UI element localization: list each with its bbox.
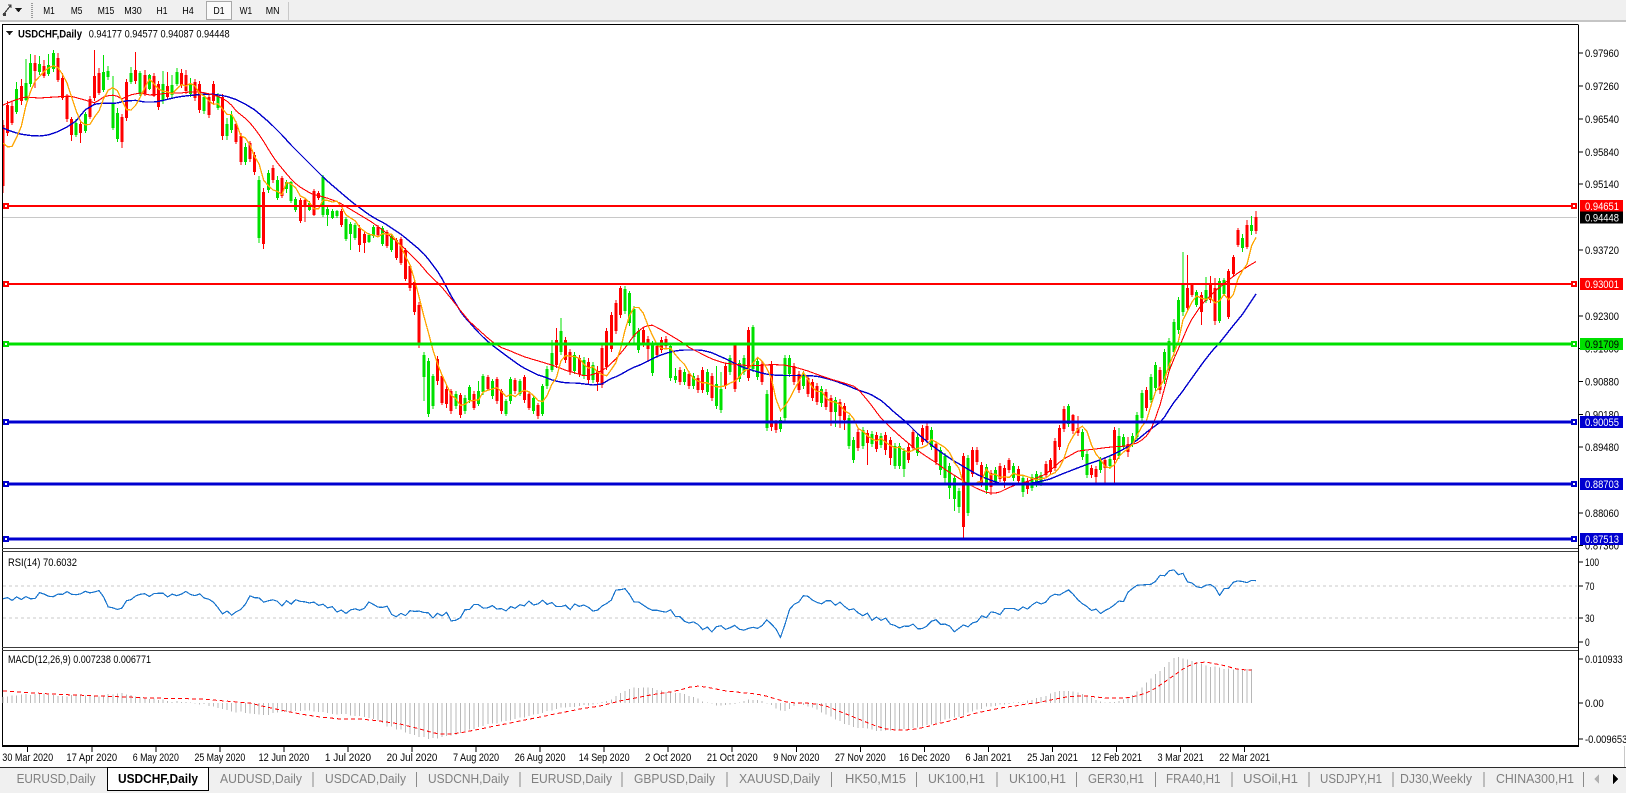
svg-text:17 Apr 2020: 17 Apr 2020 [66,752,117,764]
svg-text:0.95140: 0.95140 [1585,179,1619,191]
svg-text:0.94448: 0.94448 [1585,213,1619,225]
svg-text:16 Dec 2020: 16 Dec 2020 [899,752,950,764]
svg-text:M1: M1 [43,5,55,17]
svg-text:0.010933: 0.010933 [1585,654,1623,666]
svg-text:0.91709: 0.91709 [1585,339,1619,351]
svg-text:7 Aug 2020: 7 Aug 2020 [453,752,499,764]
svg-text:XAUUSD,Daily: XAUUSD,Daily [739,772,821,786]
svg-text:EURUSD,Daily: EURUSD,Daily [17,772,97,786]
svg-text:USDCHF,Daily: USDCHF,Daily [18,29,83,41]
svg-text:2 Oct 2020: 2 Oct 2020 [645,752,691,764]
svg-text:M5: M5 [71,5,83,17]
svg-text:MACD(12,26,9) 0.007238 0.00677: MACD(12,26,9) 0.007238 0.006771 [8,654,151,666]
svg-text:0.00: 0.00 [1585,698,1604,710]
svg-text:-0.009653: -0.009653 [1585,734,1626,746]
svg-text:DJ30,Weekly: DJ30,Weekly [1400,772,1473,786]
svg-text:0.90055: 0.90055 [1585,417,1619,429]
svg-text:RSI(14) 70.6032: RSI(14) 70.6032 [8,557,77,569]
svg-text:H1: H1 [157,5,168,17]
svg-text:30: 30 [1585,613,1594,625]
svg-text:1 Jul 2020: 1 Jul 2020 [325,752,371,764]
svg-text:0.89480: 0.89480 [1585,442,1619,454]
svg-text:GER30,H1: GER30,H1 [1088,772,1144,786]
svg-text:26 Aug 2020: 26 Aug 2020 [515,752,566,764]
svg-text:0.94177 0.94577 0.94087 0.9444: 0.94177 0.94577 0.94087 0.94448 [89,29,230,41]
svg-text:GBPUSD,Daily: GBPUSD,Daily [634,772,716,786]
svg-text:0.90880: 0.90880 [1585,377,1619,389]
svg-text:H4: H4 [182,5,194,17]
svg-text:0.95840: 0.95840 [1585,147,1619,159]
svg-text:9 Nov 2020: 9 Nov 2020 [773,752,819,764]
svg-text:M30: M30 [124,5,142,17]
svg-text:27 Nov 2020: 27 Nov 2020 [835,752,886,764]
svg-text:12 Jun 2020: 12 Jun 2020 [258,752,309,764]
svg-text:0.88060: 0.88060 [1585,508,1619,520]
svg-text:0.92300: 0.92300 [1585,311,1619,323]
svg-text:USDCNH,Daily: USDCNH,Daily [428,772,510,786]
svg-text:12 Feb 2021: 12 Feb 2021 [1091,752,1142,764]
svg-text:0.88703: 0.88703 [1585,479,1619,491]
svg-text:W1: W1 [240,5,253,17]
svg-text:14 Sep 2020: 14 Sep 2020 [579,752,630,764]
svg-text:UK100,H1: UK100,H1 [1009,772,1066,786]
svg-text:0.93720: 0.93720 [1585,245,1619,257]
svg-text:0: 0 [1585,637,1590,649]
svg-text:0.87513: 0.87513 [1585,534,1619,546]
svg-text:0.97260: 0.97260 [1585,81,1619,93]
svg-text:100: 100 [1585,557,1599,569]
svg-text:AUDUSD,Daily: AUDUSD,Daily [220,772,303,786]
svg-text:0.97960: 0.97960 [1585,48,1619,60]
svg-text:0.94651: 0.94651 [1585,201,1619,213]
svg-text:USOil,H1: USOil,H1 [1243,772,1298,786]
svg-text:25 Jan 2021: 25 Jan 2021 [1027,752,1078,764]
svg-text:UK100,H1: UK100,H1 [928,772,985,786]
svg-text:MN: MN [266,5,280,17]
svg-text:0.96540: 0.96540 [1585,114,1619,126]
svg-text:M15: M15 [98,5,115,17]
svg-text:USDJPY,H1: USDJPY,H1 [1320,772,1382,786]
svg-text:21 Oct 2020: 21 Oct 2020 [707,752,758,764]
svg-text:EURUSD,Daily: EURUSD,Daily [531,772,613,786]
svg-text:3 Mar 2021: 3 Mar 2021 [1158,752,1204,764]
svg-text:FRA40,H1: FRA40,H1 [1166,772,1221,786]
svg-text:22 Mar 2021: 22 Mar 2021 [1219,752,1270,764]
svg-text:0.93001: 0.93001 [1585,279,1619,291]
svg-text:30 Mar 2020: 30 Mar 2020 [2,752,53,764]
svg-text:70: 70 [1585,581,1594,593]
svg-text:6 Jan 2021: 6 Jan 2021 [965,752,1011,764]
svg-text:D1: D1 [214,5,225,17]
svg-text:20 Jul 2020: 20 Jul 2020 [387,752,438,764]
svg-text:HK50,M15: HK50,M15 [845,772,906,786]
svg-text:25 May 2020: 25 May 2020 [194,752,245,764]
svg-text:6 May 2020: 6 May 2020 [133,752,179,764]
svg-text:CHINA300,H1: CHINA300,H1 [1496,772,1574,786]
svg-text:USDCHF,Daily: USDCHF,Daily [118,772,198,786]
svg-text:USDCAD,Daily: USDCAD,Daily [325,772,407,786]
